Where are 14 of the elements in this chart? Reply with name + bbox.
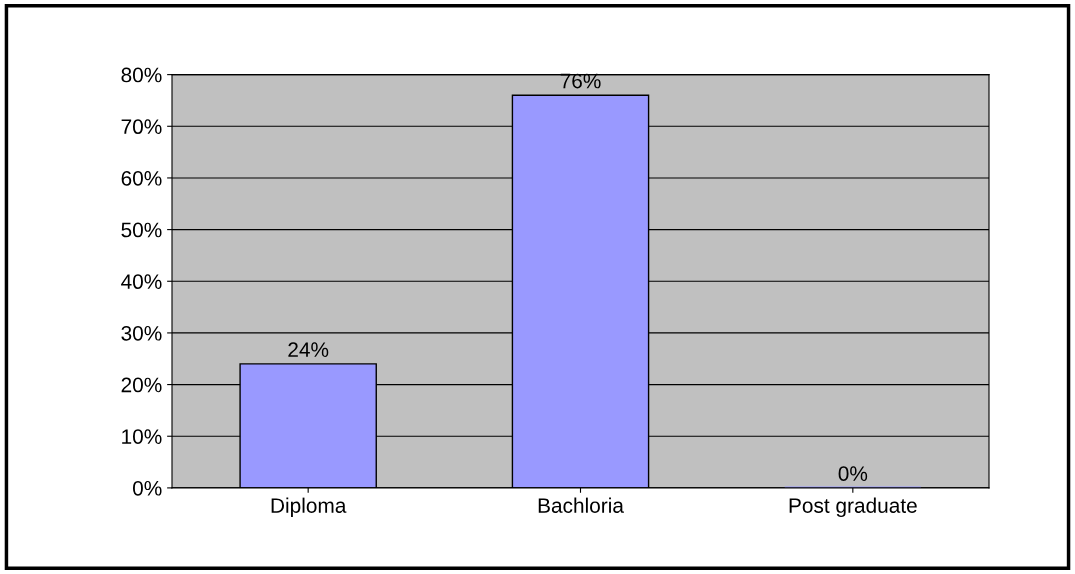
y-tick-label: 20% bbox=[121, 377, 162, 393]
x-tick-label: Bachloria bbox=[538, 497, 624, 513]
y-tick-label: 50% bbox=[121, 222, 162, 238]
y-tick-label: 60% bbox=[121, 170, 162, 186]
y-tick-label: 0% bbox=[132, 480, 162, 496]
y-tick-label: 10% bbox=[122, 429, 162, 444]
x-tick-label: Post graduate bbox=[789, 497, 917, 518]
x-tick-label: Diploma bbox=[271, 497, 347, 518]
data-label: 24% bbox=[288, 342, 329, 357]
y-tick-label: 80% bbox=[121, 67, 162, 83]
data-label: 0% bbox=[838, 466, 868, 481]
y-tick-label: 40% bbox=[121, 274, 162, 290]
y-tick-label: 70% bbox=[121, 119, 162, 135]
y-tick-label: 30% bbox=[121, 325, 162, 341]
